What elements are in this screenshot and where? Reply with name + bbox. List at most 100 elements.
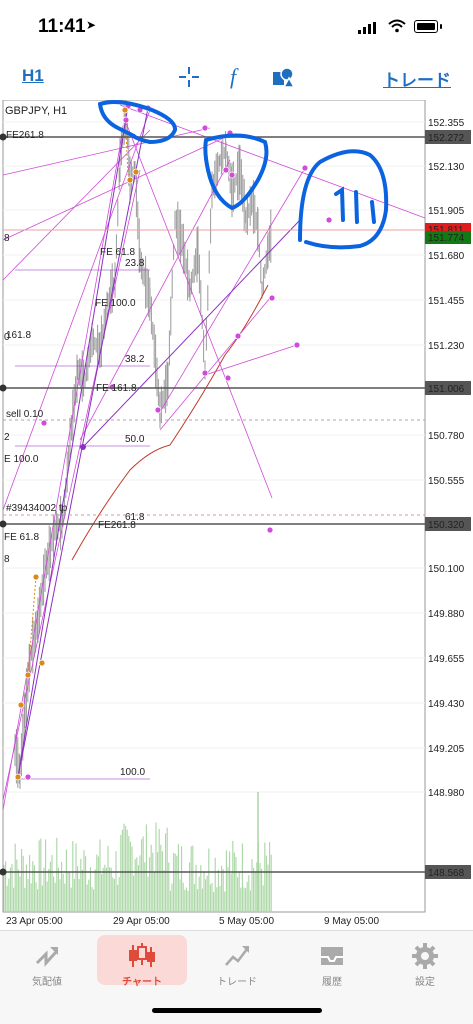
price-label: 150.555 xyxy=(428,476,465,487)
tab-chart[interactable]: チャート xyxy=(97,935,187,988)
fe-label: FE 61.8 xyxy=(100,247,135,258)
home-indicator xyxy=(152,1008,322,1013)
price-label: 151.455 xyxy=(428,296,465,307)
fe-label: FE 61.8 xyxy=(4,532,39,543)
battery-icon xyxy=(414,20,438,33)
fe-point xyxy=(14,773,22,781)
price-line-handle xyxy=(0,133,7,141)
trend-line xyxy=(2,169,141,801)
fib-label: 50.0 xyxy=(125,434,145,445)
price-label: 149.205 xyxy=(428,744,465,755)
price-line-tag xyxy=(425,130,471,144)
trade-icon xyxy=(225,946,249,966)
price-line-label: 152.272 xyxy=(428,133,465,144)
ask-tag xyxy=(425,231,471,244)
fib-label: 23.8 xyxy=(125,258,145,269)
annotation-scribble-1b xyxy=(98,102,136,138)
price-line-handle xyxy=(0,868,7,876)
tab-trade-label: トレード xyxy=(217,977,257,988)
fe-line xyxy=(124,109,129,176)
fe-point xyxy=(38,659,46,667)
date-label: 23 Apr 05:00 xyxy=(6,916,63,927)
price-label: 148.980 xyxy=(428,788,465,799)
fe-label: FE 161.8 xyxy=(96,383,137,394)
tab-history-label: 履歴 xyxy=(322,977,342,988)
timeframe-button[interactable]: H1 xyxy=(22,66,44,85)
anchor-point xyxy=(222,166,230,174)
fe-label: FE261.8 xyxy=(98,520,136,531)
fe-point xyxy=(126,176,134,184)
annotation-scribble-1 xyxy=(98,100,177,145)
fib-point xyxy=(80,444,86,450)
anchor-point xyxy=(228,171,236,179)
fe-label: E 100.0 xyxy=(4,454,39,465)
objects-icon[interactable] xyxy=(270,64,296,90)
anchor-point xyxy=(266,526,274,534)
price-label: 149.430 xyxy=(428,699,465,710)
anchor-point xyxy=(154,406,162,414)
price-line-tag xyxy=(425,517,471,531)
anchor-point xyxy=(24,773,32,781)
price-line-tag xyxy=(425,865,471,879)
status-bar: 11:41 ➤ xyxy=(0,0,473,56)
price-label: 150.100 xyxy=(428,564,465,575)
price-label: 152.130 xyxy=(428,162,465,173)
tab-chart-label: チャート xyxy=(122,977,162,988)
price-chart[interactable]: 152.355 152.130 151.905 151.680 151.455 151.2… xyxy=(0,100,473,930)
price-line-label: 150.320 xyxy=(428,520,465,531)
tab-quotes-label: 気配値 xyxy=(32,977,62,988)
fe-label: FE 100.0 xyxy=(95,298,136,309)
price-label: 149.880 xyxy=(428,609,465,620)
battery-tip xyxy=(440,24,442,29)
price-line-handle xyxy=(0,520,7,528)
trend-line xyxy=(79,159,231,441)
trend-line xyxy=(2,134,123,811)
fe-label: 2 xyxy=(4,432,10,443)
indicator-icon[interactable]: f xyxy=(224,64,250,90)
anchor-point xyxy=(325,216,333,224)
date-label: 29 Apr 05:00 xyxy=(113,916,170,927)
anchor-point xyxy=(301,164,309,172)
trend-line xyxy=(2,129,151,281)
anchor-point xyxy=(40,419,48,427)
chart-icon xyxy=(129,943,155,967)
date-label: 5 May 05:00 xyxy=(219,916,274,927)
price-label: 151.230 xyxy=(428,341,465,352)
settings-icon xyxy=(412,943,438,969)
fe-label: 161.8 xyxy=(6,330,31,341)
tab-quotes[interactable]: 気配値 xyxy=(2,935,92,988)
sell-label: sell 0.10 xyxy=(6,409,44,420)
price-line-label: 151.006 xyxy=(428,384,465,395)
fe-label: 8 xyxy=(4,233,10,244)
fib-label: 38.2 xyxy=(125,354,145,365)
fe-label: 8 xyxy=(4,554,10,565)
tab-settings[interactable]: 設定 xyxy=(380,935,470,988)
crosshair-icon[interactable] xyxy=(176,64,202,90)
fib-line xyxy=(17,105,129,778)
anchor-point xyxy=(268,294,276,302)
tab-trade[interactable]: トレード xyxy=(192,935,282,988)
anchor-point xyxy=(234,332,242,340)
chart-canvas[interactable]: 152.355 152.130 151.905 151.680 151.455 151.2… xyxy=(0,100,473,930)
trend-line xyxy=(204,344,298,376)
trend-line xyxy=(159,297,271,431)
annotation-scribble-3b xyxy=(334,186,376,224)
price-line-handle xyxy=(0,384,7,392)
price-label: 151.680 xyxy=(428,251,465,262)
ask-label: 151.774 xyxy=(428,233,465,244)
trend-line xyxy=(2,134,231,241)
anchor-point xyxy=(201,124,209,132)
history-icon xyxy=(321,947,343,965)
tp-label: #39434002 tp xyxy=(6,503,68,514)
price-label: 149.655 xyxy=(428,654,465,665)
fe-label: FE261.8 xyxy=(6,130,44,141)
trend-line xyxy=(2,127,211,176)
tab-settings-label: 設定 xyxy=(415,977,435,988)
trade-link[interactable]: トレード xyxy=(383,71,451,90)
fib-label: 100.0 xyxy=(120,767,145,778)
location-icon: ➤ xyxy=(86,18,97,32)
fib-line xyxy=(82,219,301,448)
tab-history[interactable]: 履歴 xyxy=(287,935,377,988)
price-line-tag xyxy=(425,381,471,395)
fib-label: 61.8 xyxy=(125,512,145,523)
